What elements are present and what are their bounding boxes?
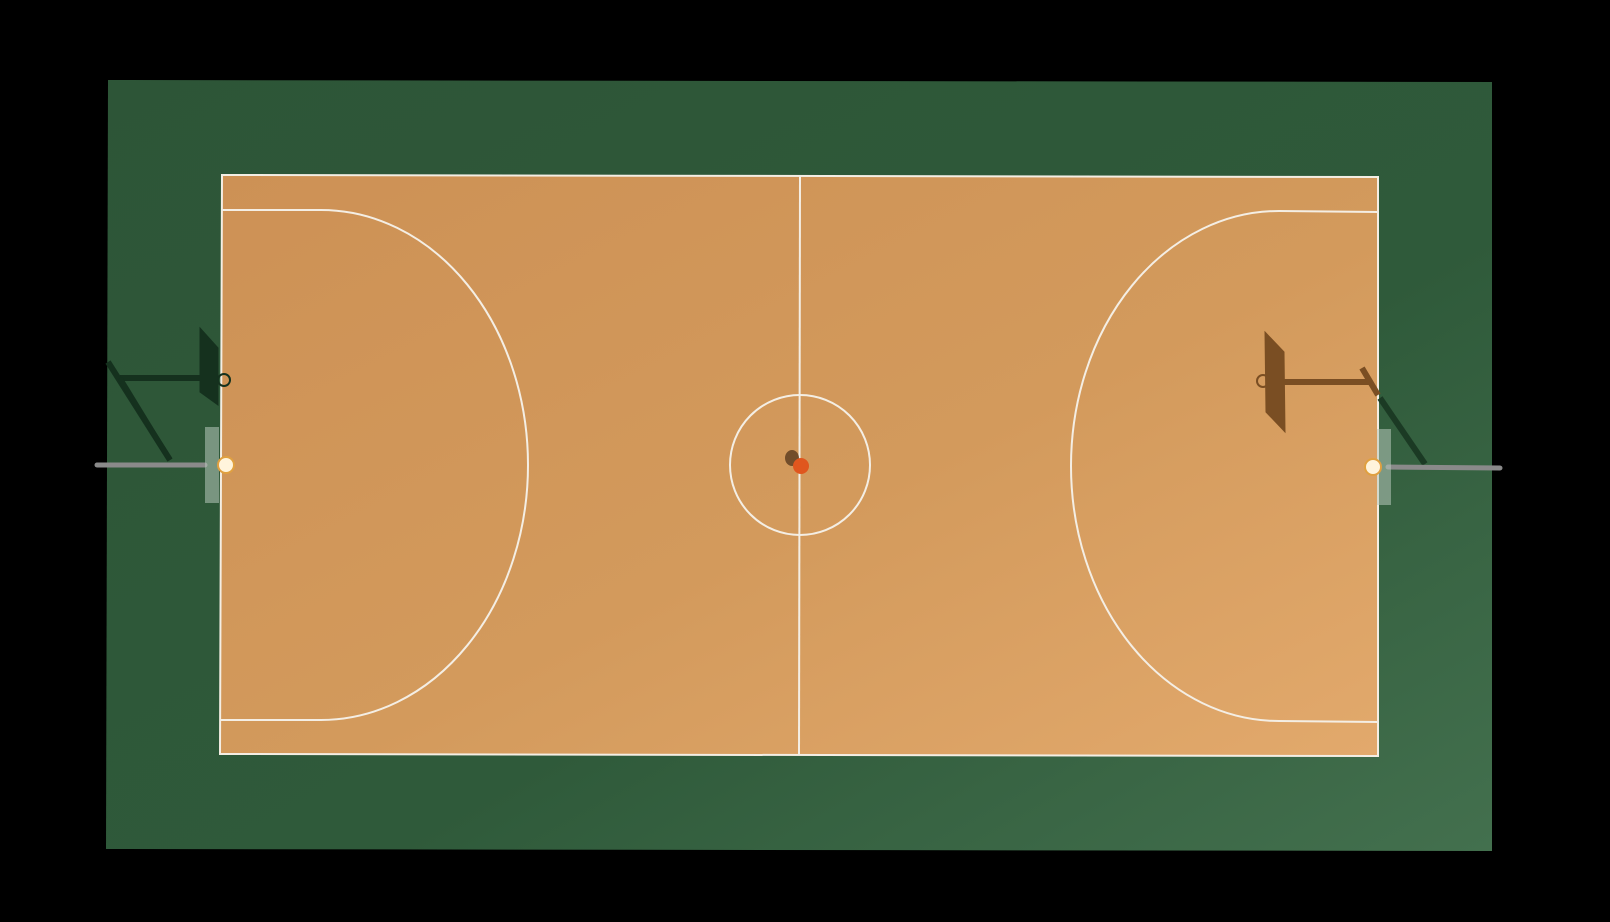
right-rim-shadow: [1256, 374, 1270, 388]
left-backboard: [205, 427, 219, 503]
right-rim: [1364, 458, 1382, 476]
right-backboard: [1377, 429, 1391, 505]
boundary-line: [218, 173, 1379, 758]
right-pole: [1385, 464, 1503, 471]
ball: [793, 458, 809, 474]
left-hoop-shadow: [105, 326, 219, 462]
right-pole-shadow: [1377, 396, 1428, 466]
court-lines: [218, 173, 1379, 758]
left-rim: [217, 456, 235, 474]
left-rim-shadow: [217, 373, 231, 387]
right-three-point-line: [1070, 209, 1379, 723]
center-circle: [729, 394, 871, 536]
left-three-point-line: [221, 209, 529, 721]
right-hoop-shadow: [1264, 330, 1381, 434]
